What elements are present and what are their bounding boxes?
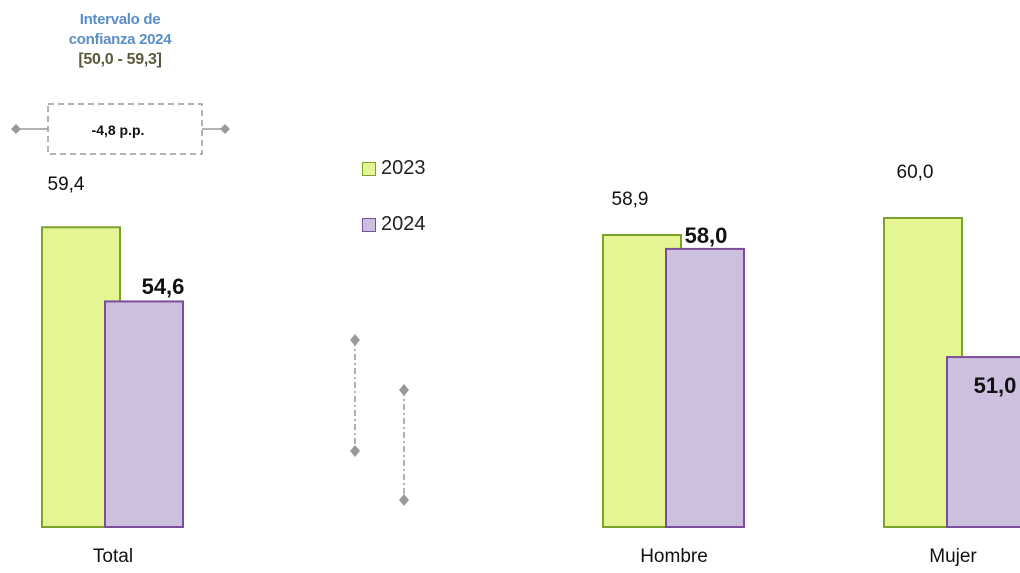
legend-swatch-2023 bbox=[362, 161, 376, 176]
ci-title-line1: Intervalo de bbox=[79, 11, 161, 28]
difference-label: -4,8 p.p. bbox=[92, 122, 145, 138]
ci-title-line2: confianza 2024 bbox=[68, 31, 172, 48]
interval-marker-1-top bbox=[350, 334, 360, 346]
difference-marker-right bbox=[220, 124, 230, 134]
interval-marker-2-top bbox=[399, 384, 409, 396]
value-label-2024-mujer: 51,0 bbox=[974, 373, 1017, 398]
bar-2024-hombre bbox=[665, 247, 745, 528]
category-label-mujer: Mujer bbox=[929, 546, 977, 567]
value-label-2023-total: 59,4 bbox=[48, 174, 85, 195]
bar-2024-mujer bbox=[946, 356, 1020, 528]
legend-label-2024: 2024 bbox=[381, 213, 426, 235]
legend-swatch-2024 bbox=[362, 217, 376, 232]
difference-marker-left bbox=[11, 124, 21, 134]
legend-item-2024: 2024 bbox=[362, 213, 426, 236]
interval-markers bbox=[350, 334, 409, 506]
difference-annotation: -4,8 p.p. bbox=[11, 103, 230, 155]
confidence-interval-label: Intervalo de confianza 2024 [50,0 - 59,3… bbox=[40, 10, 200, 70]
ci-range: [50,0 - 59,3] bbox=[78, 51, 162, 68]
value-labels-group: 59,4 58,9 60,0 54,6 58,0 51,0 bbox=[48, 162, 1017, 398]
legend-item-2023: 2023 bbox=[362, 157, 426, 180]
value-label-2024-hombre: 58,0 bbox=[685, 223, 728, 248]
category-label-total: Total bbox=[92, 546, 134, 567]
bars-group bbox=[41, 217, 1020, 529]
category-label-hombre: Hombre bbox=[640, 546, 708, 567]
value-label-2023-hombre: 58,9 bbox=[612, 189, 649, 210]
value-label-2024-total: 54,6 bbox=[142, 274, 185, 299]
value-label-2023-mujer: 60,0 bbox=[897, 162, 934, 183]
bar-2024-total bbox=[104, 300, 184, 528]
interval-marker-2-bottom bbox=[399, 494, 409, 506]
legend-label-2023: 2023 bbox=[381, 157, 426, 179]
interval-marker-1-bottom bbox=[350, 445, 360, 457]
